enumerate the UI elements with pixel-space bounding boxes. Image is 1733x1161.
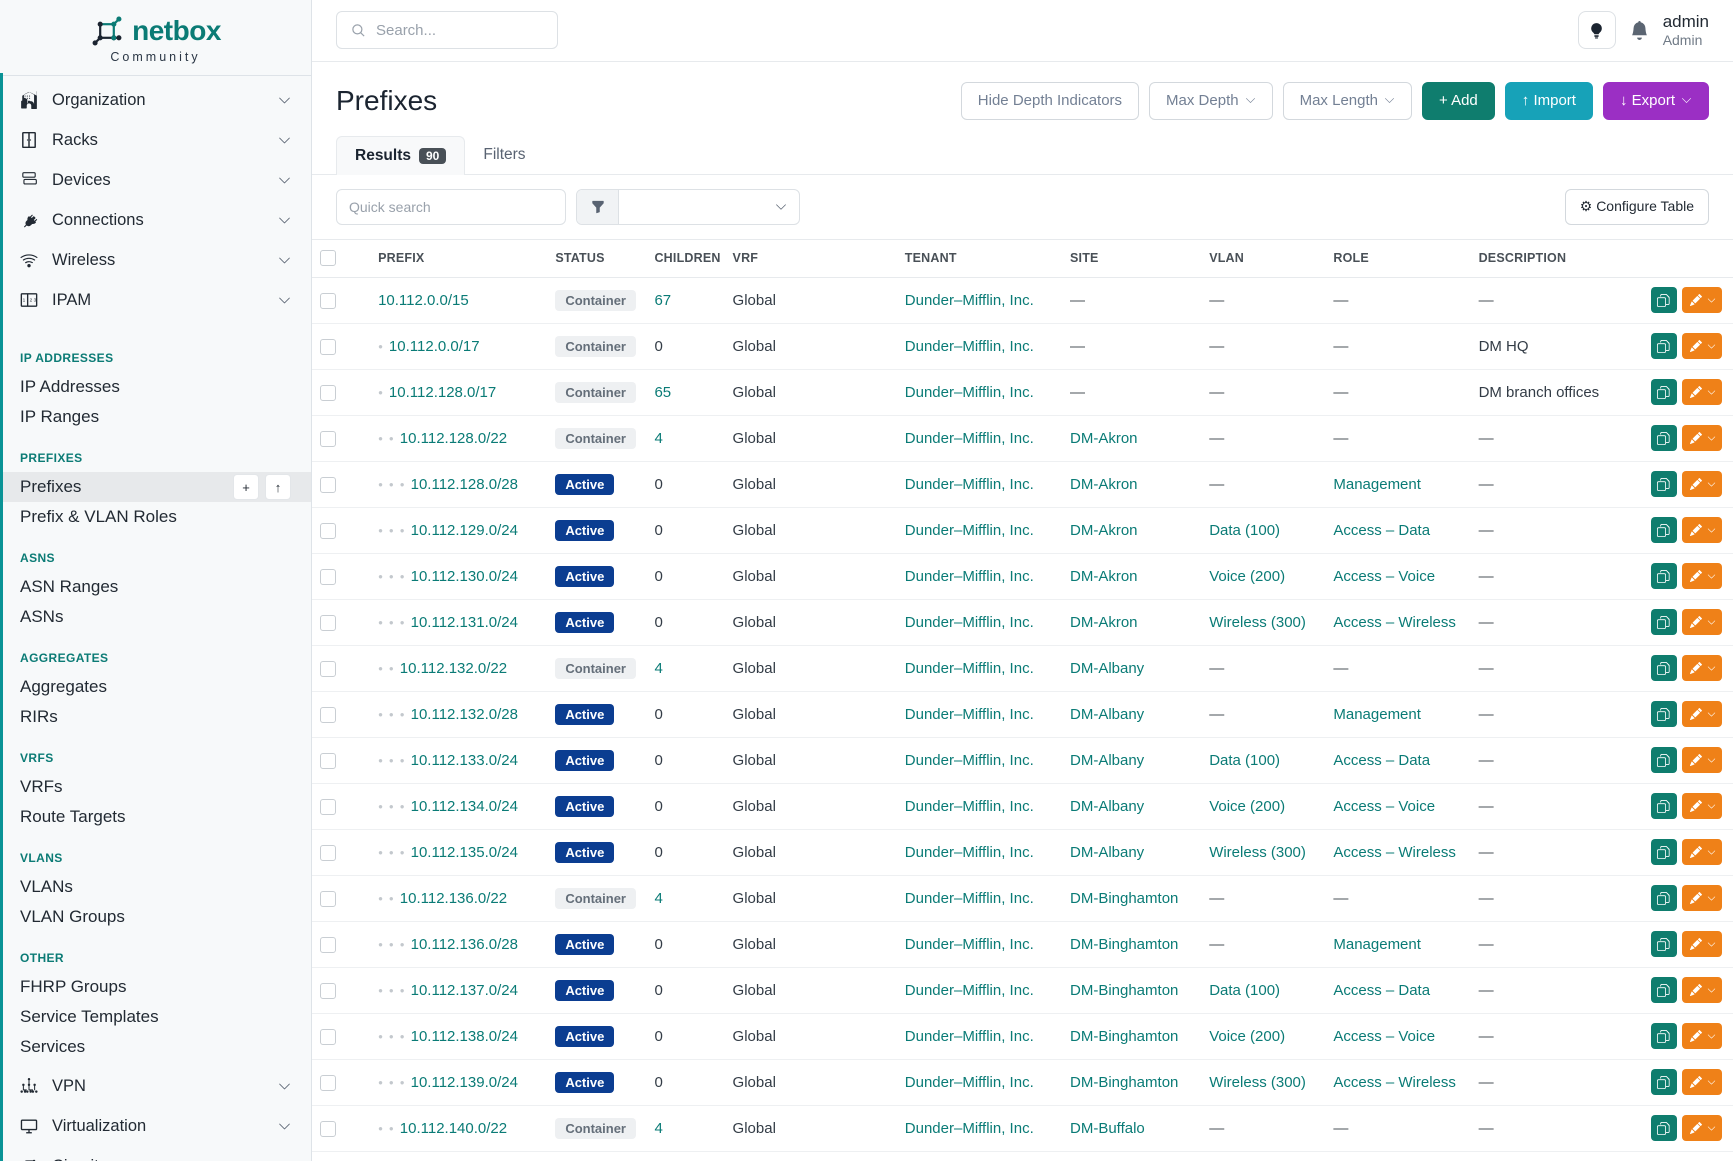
svg-text:2 3: 2 3 bbox=[30, 297, 37, 303]
svg-text:1: 1 bbox=[23, 297, 26, 303]
